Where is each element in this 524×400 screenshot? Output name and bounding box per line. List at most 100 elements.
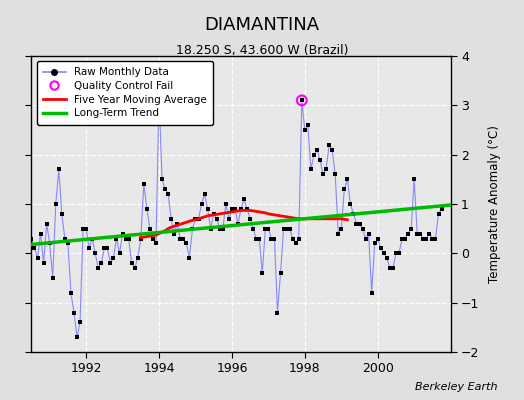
Point [106, 260, 115, 266]
Text: Berkeley Earth: Berkeley Earth [416, 382, 498, 392]
Point [255, 235, 264, 242]
Point [383, 255, 391, 262]
Point [316, 156, 324, 163]
Point [185, 255, 193, 262]
Point [413, 230, 421, 237]
Point [188, 226, 196, 232]
Point [76, 319, 84, 326]
Point [298, 97, 306, 104]
Point [115, 250, 124, 256]
Point [252, 235, 260, 242]
Point [82, 226, 90, 232]
Point [425, 230, 433, 237]
Point [331, 171, 340, 178]
Point [349, 211, 357, 217]
Point [301, 127, 309, 133]
Point [434, 211, 443, 217]
Point [404, 230, 412, 237]
Point [343, 176, 352, 182]
Point [61, 235, 69, 242]
Point [91, 250, 100, 256]
Point [146, 226, 154, 232]
Point [100, 245, 108, 252]
Point [149, 235, 157, 242]
Point [34, 255, 42, 262]
Point [110, 255, 118, 262]
Point [389, 265, 397, 271]
Point [274, 309, 282, 316]
Point [79, 226, 88, 232]
Point [27, 235, 36, 242]
Point [313, 146, 321, 153]
Point [310, 152, 318, 158]
Point [352, 220, 361, 227]
Point [407, 226, 416, 232]
Point [170, 230, 178, 237]
Point [431, 235, 440, 242]
Point [377, 245, 385, 252]
Point [410, 176, 418, 182]
Point [392, 250, 400, 256]
Point [70, 309, 78, 316]
Point [49, 275, 57, 281]
Point [143, 206, 151, 212]
Point [137, 235, 145, 242]
Point [213, 216, 221, 222]
Point [267, 235, 276, 242]
Point [85, 245, 93, 252]
Point [231, 206, 239, 212]
Point [258, 270, 267, 276]
Point [416, 230, 424, 237]
Point [370, 240, 379, 247]
Point [164, 191, 172, 197]
Point [103, 245, 112, 252]
Point [379, 250, 388, 256]
Point [340, 186, 348, 192]
Point [222, 201, 230, 207]
Text: 18.250 S, 43.600 W (Brazil): 18.250 S, 43.600 W (Brazil) [176, 44, 348, 57]
Point [155, 92, 163, 99]
Y-axis label: Temperature Anomaly (°C): Temperature Anomaly (°C) [488, 125, 501, 283]
Point [42, 220, 51, 227]
Point [307, 166, 315, 173]
Point [173, 220, 181, 227]
Point [219, 226, 227, 232]
Point [46, 240, 54, 247]
Point [438, 206, 446, 212]
Point [58, 211, 66, 217]
Point [358, 226, 367, 232]
Point [210, 211, 218, 217]
Point [304, 122, 312, 128]
Point [346, 201, 355, 207]
Point [364, 230, 373, 237]
Point [130, 265, 139, 271]
Point [191, 216, 200, 222]
Point [215, 226, 224, 232]
Point [374, 235, 382, 242]
Point [39, 260, 48, 266]
Point [264, 226, 272, 232]
Legend: Raw Monthly Data, Quality Control Fail, Five Year Moving Average, Long-Term Tren: Raw Monthly Data, Quality Control Fail, … [37, 61, 213, 125]
Point [88, 235, 96, 242]
Point [194, 216, 203, 222]
Point [261, 226, 269, 232]
Point [203, 206, 212, 212]
Point [298, 97, 306, 104]
Point [294, 235, 303, 242]
Point [234, 220, 242, 227]
Point [249, 226, 257, 232]
Point [176, 235, 184, 242]
Point [422, 235, 431, 242]
Point [158, 176, 166, 182]
Point [355, 220, 364, 227]
Point [152, 240, 160, 247]
Point [139, 181, 148, 188]
Point [179, 235, 188, 242]
Text: DIAMANTINA: DIAMANTINA [204, 16, 320, 34]
Point [73, 334, 81, 340]
Point [276, 270, 285, 276]
Point [291, 240, 300, 247]
Point [282, 226, 291, 232]
Point [206, 226, 215, 232]
Point [54, 166, 63, 173]
